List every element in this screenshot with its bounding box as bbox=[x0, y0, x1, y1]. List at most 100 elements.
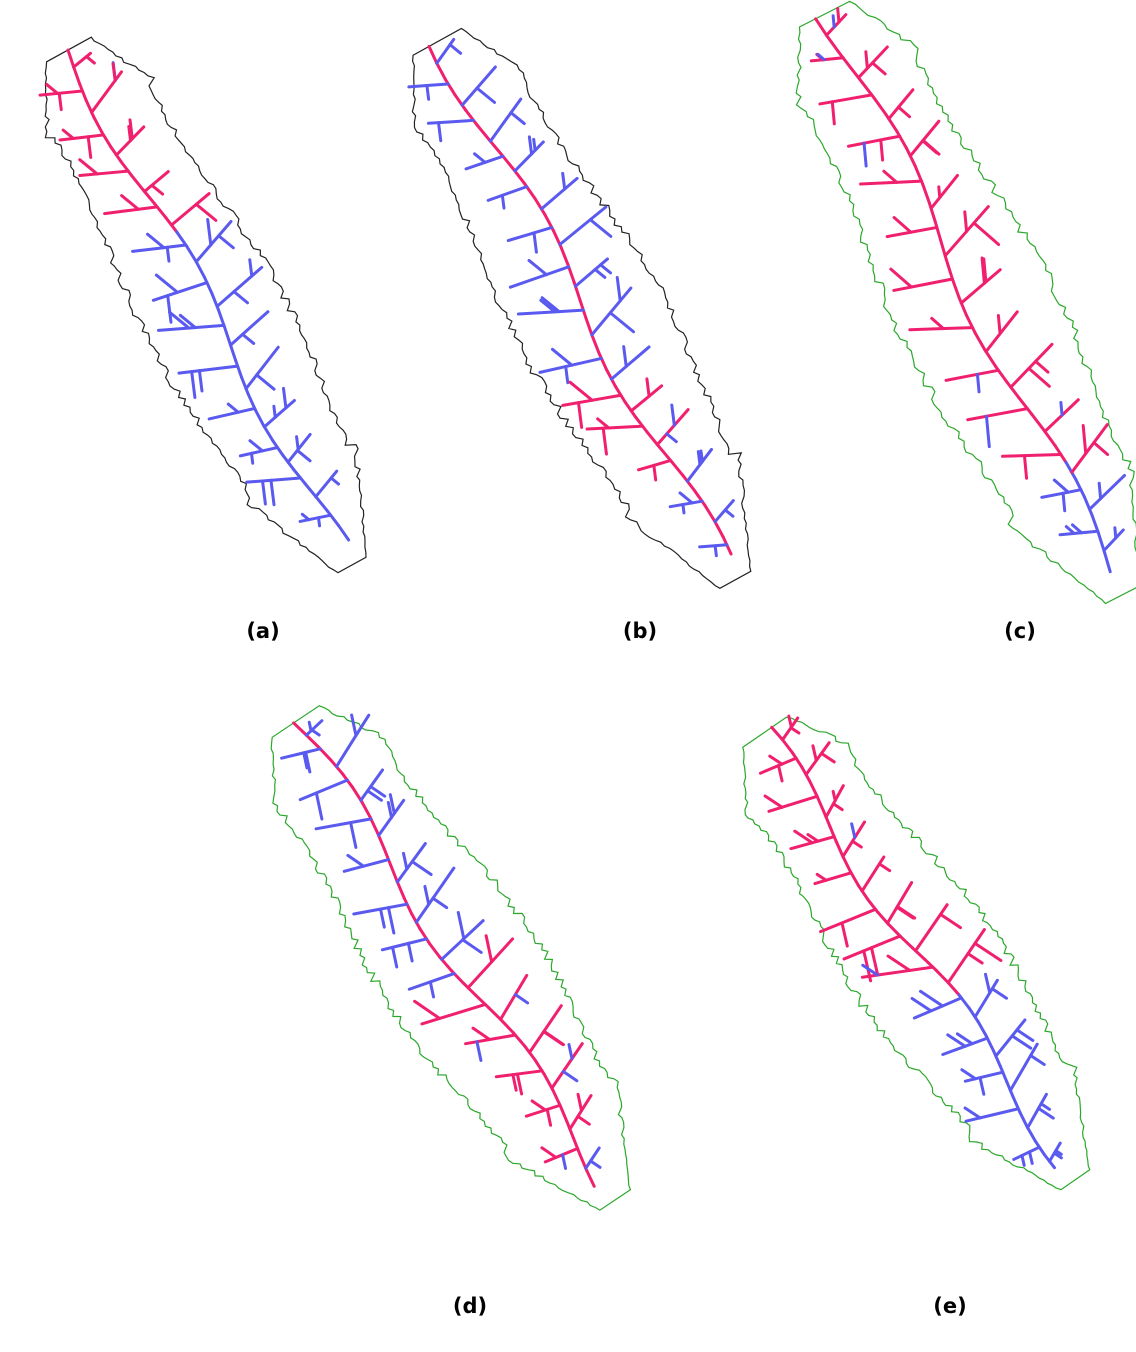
stream bbox=[477, 1042, 481, 1061]
watershed-map bbox=[271, 706, 630, 1210]
stream bbox=[1076, 479, 1085, 497]
stream bbox=[560, 1105, 567, 1121]
stream bbox=[247, 478, 301, 482]
stream bbox=[284, 388, 286, 408]
stream bbox=[889, 90, 913, 119]
stream bbox=[196, 261, 204, 277]
stream bbox=[412, 862, 431, 875]
stream bbox=[179, 366, 238, 373]
stream bbox=[199, 371, 202, 391]
stream bbox=[1090, 475, 1125, 509]
stream bbox=[715, 546, 716, 556]
stream bbox=[438, 123, 440, 141]
stream bbox=[809, 781, 816, 796]
stream bbox=[992, 989, 1006, 998]
stream bbox=[294, 723, 307, 735]
stream bbox=[1115, 528, 1116, 538]
stream bbox=[59, 93, 61, 109]
stream bbox=[88, 137, 91, 158]
stream bbox=[946, 260, 952, 279]
stream bbox=[817, 874, 826, 880]
stream bbox=[816, 19, 827, 35]
stream bbox=[923, 140, 939, 154]
stream bbox=[167, 247, 169, 261]
stream bbox=[384, 849, 390, 865]
stream bbox=[864, 143, 866, 166]
stream bbox=[680, 493, 692, 503]
stream bbox=[209, 408, 255, 418]
stream bbox=[274, 406, 275, 417]
stream bbox=[463, 940, 482, 953]
stream bbox=[821, 753, 834, 761]
stream bbox=[836, 842, 843, 857]
stream bbox=[592, 288, 631, 335]
stream bbox=[246, 347, 278, 389]
stream bbox=[488, 187, 527, 201]
stream bbox=[598, 419, 609, 428]
stream bbox=[587, 426, 642, 429]
stream bbox=[561, 247, 568, 264]
stream bbox=[1104, 530, 1123, 551]
stream bbox=[234, 292, 248, 303]
stream bbox=[980, 1078, 984, 1095]
stream bbox=[47, 84, 58, 93]
stream bbox=[952, 279, 959, 298]
stream bbox=[1032, 414, 1044, 430]
stream bbox=[986, 312, 1017, 352]
stream bbox=[975, 943, 1001, 960]
stream bbox=[935, 221, 941, 240]
stream bbox=[770, 756, 782, 764]
stream bbox=[489, 1008, 502, 1020]
stream bbox=[826, 15, 845, 36]
stream bbox=[791, 728, 799, 733]
stream bbox=[532, 1101, 545, 1110]
stream bbox=[783, 740, 793, 753]
stream bbox=[570, 382, 592, 400]
stream bbox=[501, 1020, 513, 1033]
stream bbox=[187, 246, 196, 261]
stream bbox=[217, 267, 262, 306]
stream bbox=[429, 46, 437, 63]
stream bbox=[575, 259, 607, 286]
stream bbox=[60, 135, 103, 140]
stream bbox=[772, 727, 783, 739]
stream bbox=[80, 171, 128, 175]
stream bbox=[328, 511, 339, 525]
stream bbox=[1063, 493, 1065, 511]
stream bbox=[700, 545, 727, 547]
stream bbox=[306, 735, 319, 747]
stream bbox=[914, 998, 961, 1018]
stream bbox=[900, 936, 912, 948]
stream bbox=[779, 766, 783, 781]
stream bbox=[300, 780, 347, 800]
stream bbox=[817, 796, 824, 811]
stream bbox=[962, 1070, 976, 1079]
stream bbox=[563, 1155, 566, 1169]
stream bbox=[204, 277, 211, 293]
stream bbox=[433, 898, 447, 907]
stream bbox=[316, 793, 322, 819]
stream bbox=[961, 270, 1000, 303]
stream bbox=[250, 260, 252, 276]
stream bbox=[884, 171, 897, 182]
stream bbox=[477, 125, 489, 140]
stream bbox=[156, 275, 177, 292]
stream bbox=[705, 505, 715, 521]
stream bbox=[624, 347, 626, 367]
stream bbox=[502, 195, 504, 208]
stream bbox=[515, 995, 527, 1003]
stream bbox=[965, 1108, 980, 1118]
stream bbox=[881, 140, 883, 160]
stream bbox=[830, 826, 836, 841]
stream bbox=[838, 8, 839, 22]
stream bbox=[425, 886, 429, 904]
stream bbox=[351, 823, 356, 848]
stream bbox=[811, 58, 843, 61]
stream bbox=[312, 730, 319, 735]
stream bbox=[599, 353, 607, 370]
stream bbox=[765, 796, 782, 807]
stream bbox=[416, 868, 454, 922]
stream bbox=[984, 259, 986, 282]
stream bbox=[715, 501, 733, 522]
stream bbox=[132, 176, 143, 190]
